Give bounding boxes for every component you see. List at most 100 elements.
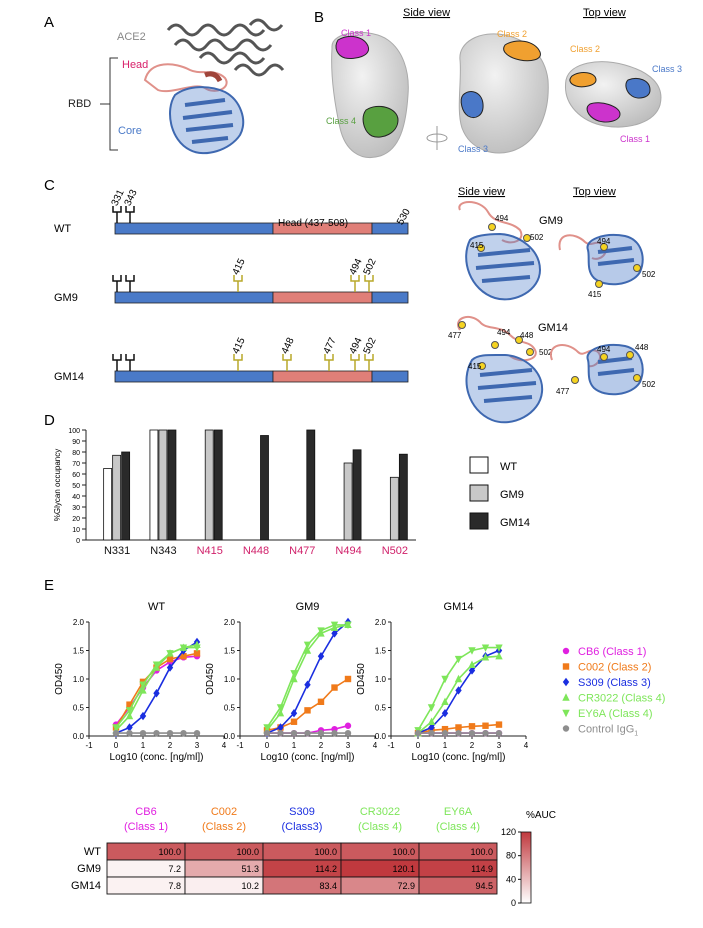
data-point bbox=[126, 723, 133, 732]
occupancy-bar bbox=[343, 462, 353, 541]
legend-swatch bbox=[469, 456, 489, 474]
y-tick-label: 1.0 bbox=[73, 675, 85, 684]
legend-item: EY6A (Class 4) bbox=[562, 708, 653, 720]
legend-item: C002 (Class 2) bbox=[562, 662, 651, 674]
x-tick-label: 4 bbox=[524, 741, 529, 750]
gm9-top-label-502: 502 bbox=[642, 270, 656, 279]
legend-label: Control IgG1 bbox=[578, 724, 638, 738]
y-tick-label: 40 bbox=[72, 494, 80, 501]
ace2-structure bbox=[166, 18, 285, 77]
data-point bbox=[125, 711, 134, 720]
row-label: GM9 bbox=[77, 863, 101, 875]
glycan-site-label: 448 bbox=[280, 336, 297, 356]
b-top-view-title: Top view bbox=[583, 7, 626, 19]
data-point bbox=[276, 709, 285, 717]
legend-label: WT bbox=[500, 461, 517, 473]
rbd-surface-side-2 bbox=[458, 33, 549, 154]
heatmap-value: 7.2 bbox=[168, 864, 181, 874]
category-label: N477 bbox=[289, 545, 315, 557]
occupancy-bar bbox=[103, 468, 113, 541]
data-point bbox=[139, 729, 147, 737]
x-tick-label: 0 bbox=[265, 741, 270, 750]
y-tick-label: 0.5 bbox=[224, 704, 236, 713]
x-axis-label: Log10 (conc. [ng/ml]) bbox=[412, 752, 506, 763]
legend-label: CB6 (Class 1) bbox=[578, 646, 646, 658]
binding-plot: WT 0.0 0.5 1.0 1.5 2.0 -1 0 1 2 3 4 Log10 (conc. [ng… bbox=[54, 601, 227, 763]
gm14-side-label-502: 502 bbox=[539, 348, 553, 357]
data-point bbox=[562, 677, 570, 687]
data-point bbox=[317, 698, 325, 705]
occupancy-bar bbox=[158, 429, 168, 541]
rbd-head-helix bbox=[204, 71, 223, 83]
rbd-core-strands bbox=[182, 98, 234, 144]
category-label: N331 bbox=[104, 545, 130, 557]
construct-core-segment bbox=[371, 222, 409, 235]
gm9-structure-title: GM9 bbox=[539, 215, 563, 227]
x-tick-label: 4 bbox=[373, 741, 378, 750]
x-tick-label: 2 bbox=[319, 741, 324, 750]
y-tick-label: 2.0 bbox=[224, 618, 236, 627]
data-point bbox=[427, 717, 436, 725]
binding-plot: GM9 0.0 0.5 1.0 1.5 2.0 -1 0 1 2 3 4 Log10 (conc. [n… bbox=[205, 601, 378, 763]
heatmap-value: 51.3 bbox=[241, 864, 259, 874]
data-point bbox=[468, 660, 476, 668]
data-point bbox=[193, 729, 201, 737]
class1-epitope-top bbox=[586, 102, 621, 123]
heatmap-value: 7.8 bbox=[168, 881, 181, 891]
heatmap-value: 100.0 bbox=[314, 847, 337, 857]
data-point bbox=[495, 644, 503, 652]
data-point bbox=[112, 724, 120, 732]
panel-e-letter: E bbox=[44, 577, 54, 594]
x-tick-label: 1 bbox=[141, 741, 146, 750]
glycan-site-label: 494 bbox=[348, 336, 365, 356]
data-point bbox=[263, 724, 271, 732]
plot-title: GM9 bbox=[296, 601, 320, 613]
x-tick-label: 4 bbox=[222, 741, 227, 750]
scale-tick-label: 80 bbox=[506, 851, 516, 861]
core-label: Core bbox=[118, 125, 142, 137]
head-label: Head bbox=[122, 59, 148, 71]
gm14-side-label-477: 477 bbox=[448, 331, 462, 340]
gm9-side-label-502: 502 bbox=[530, 233, 544, 242]
y-tick-label: 1.5 bbox=[73, 647, 85, 656]
data-point bbox=[290, 670, 298, 678]
gm9-top-label-415: 415 bbox=[588, 290, 602, 299]
data-point bbox=[126, 701, 133, 708]
row-label: GM14 bbox=[71, 880, 101, 892]
glycan-site-label: 415 bbox=[231, 336, 248, 356]
plot-title: WT bbox=[148, 601, 165, 613]
heatmap-value: 100.0 bbox=[158, 847, 181, 857]
x-tick-label: 3 bbox=[497, 741, 502, 750]
occupancy-bar bbox=[306, 429, 316, 541]
construct-head-segment bbox=[272, 370, 373, 383]
data-point bbox=[441, 725, 449, 733]
data-point bbox=[468, 729, 476, 737]
data-point bbox=[193, 650, 201, 657]
data-point bbox=[139, 681, 147, 689]
scale-tick-label: 0 bbox=[511, 898, 516, 908]
heatmap-value: 100.0 bbox=[392, 847, 415, 857]
legend-label: S309 (Class 3) bbox=[578, 677, 651, 689]
data-point bbox=[193, 644, 201, 652]
data-point bbox=[454, 655, 463, 664]
data-point bbox=[562, 725, 570, 732]
y-tick-label: 10 bbox=[72, 527, 80, 534]
panel-d: D 0 10 20 30 40 50 60 70 80 90 100 %Glycan occupanc… bbox=[44, 412, 530, 557]
x-tick-label: 3 bbox=[195, 741, 200, 750]
class1-top-label: Class 1 bbox=[620, 134, 650, 144]
rbd-bracket bbox=[109, 57, 118, 151]
data-point bbox=[344, 621, 352, 630]
scale-tick-label: 120 bbox=[501, 827, 516, 837]
data-point bbox=[481, 644, 490, 652]
column-class: (Class 4) bbox=[358, 821, 402, 833]
construct-head-segment bbox=[272, 291, 373, 304]
column-class: (Class 1) bbox=[124, 821, 168, 833]
data-point bbox=[304, 680, 311, 689]
data-point bbox=[303, 646, 312, 654]
x-tick-label: 1 bbox=[292, 741, 297, 750]
rbd-head-structure bbox=[143, 63, 228, 93]
legend-subscript: 1 bbox=[634, 731, 638, 738]
y-tick-label: 1.0 bbox=[375, 675, 387, 684]
heatmap-value: 83.4 bbox=[319, 881, 337, 891]
